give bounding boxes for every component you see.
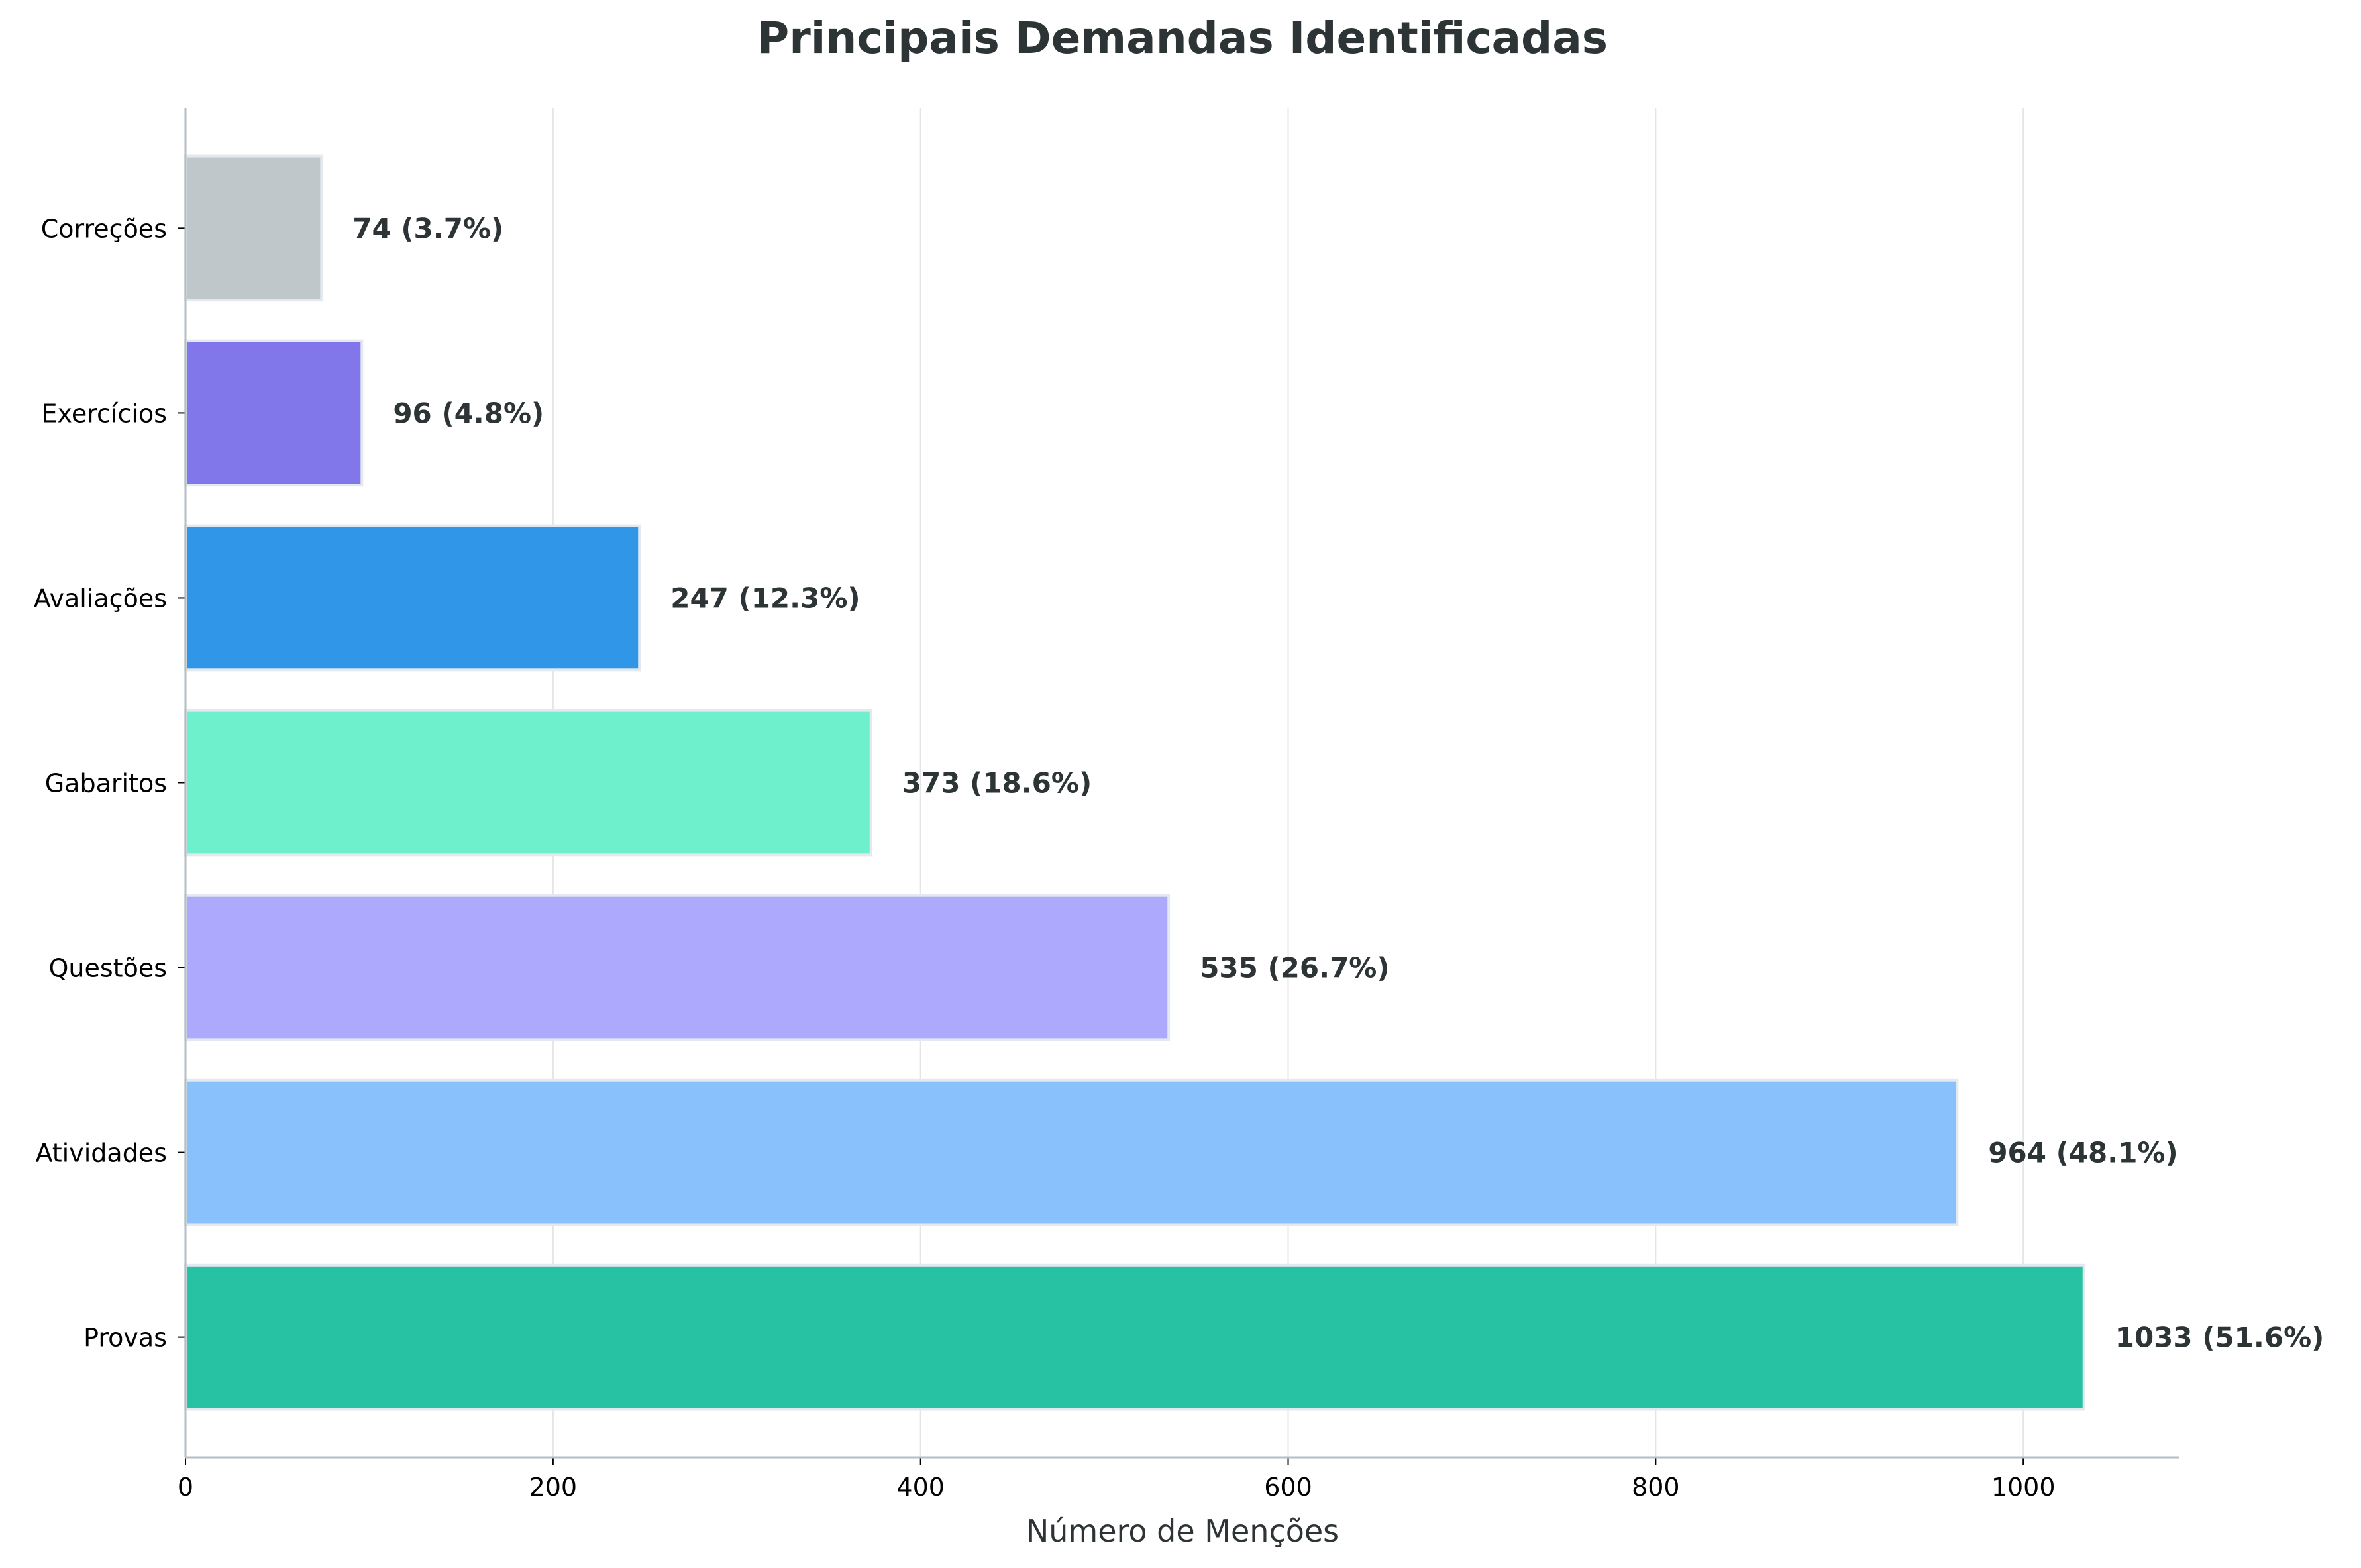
x-axis-label: Número de Menções [1026, 1513, 1339, 1549]
grid-layer [552, 108, 2024, 1457]
bar-questoes [184, 894, 1171, 1041]
bar-gabaritos [184, 709, 872, 857]
bars-layer [184, 154, 2085, 1411]
x-tick-label-400: 400 [896, 1473, 945, 1502]
bar-correcoes [184, 154, 323, 302]
x-tick-label-1000: 1000 [1991, 1473, 2056, 1502]
bar-exercicios [184, 339, 364, 487]
bar-atividades [184, 1078, 1959, 1226]
x-tick-label-600: 600 [1264, 1473, 1312, 1502]
bar-avaliacoes [184, 524, 641, 672]
data-label-exercicios: 96 (4.8%) [393, 397, 544, 429]
x-tick-label-0: 0 [178, 1473, 193, 1502]
data-label-avaliacoes: 247 (12.3%) [670, 582, 860, 614]
x-tick-label-800: 800 [1632, 1473, 1680, 1502]
data-label-gabaritos: 373 (18.6%) [902, 767, 1092, 800]
data-label-correcoes: 74 (3.7%) [352, 212, 503, 244]
data-label-atividades: 964 (48.1%) [1988, 1137, 2177, 1169]
labels-layer: 1033 (51.6%) 964 (48.1%) 535 (26.7%) 373 (1… [352, 212, 2324, 1353]
axes-layer: 0 200 400 600 800 1000 Provas Atividades Questõe… [34, 108, 2179, 1502]
chart-title: Principais Demandas Identificadas [757, 13, 1608, 64]
y-tick-label-questoes: Questões [49, 954, 168, 983]
data-label-provas: 1033 (51.6%) [2115, 1322, 2325, 1354]
x-tick-label-200: 200 [529, 1473, 578, 1502]
y-tick-label-correcoes: Correções [41, 214, 167, 243]
y-tick-label-avaliacoes: Avaliações [34, 584, 167, 613]
y-tick-label-exercicios: Exercícios [42, 399, 167, 428]
bar-provas [184, 1263, 2085, 1411]
y-tick-label-provas: Provas [83, 1324, 167, 1353]
y-tick-label-gabaritos: Gabaritos [45, 769, 167, 798]
data-label-questoes: 535 (26.7%) [1200, 952, 1389, 984]
y-tick-label-atividades: Atividades [35, 1139, 167, 1168]
